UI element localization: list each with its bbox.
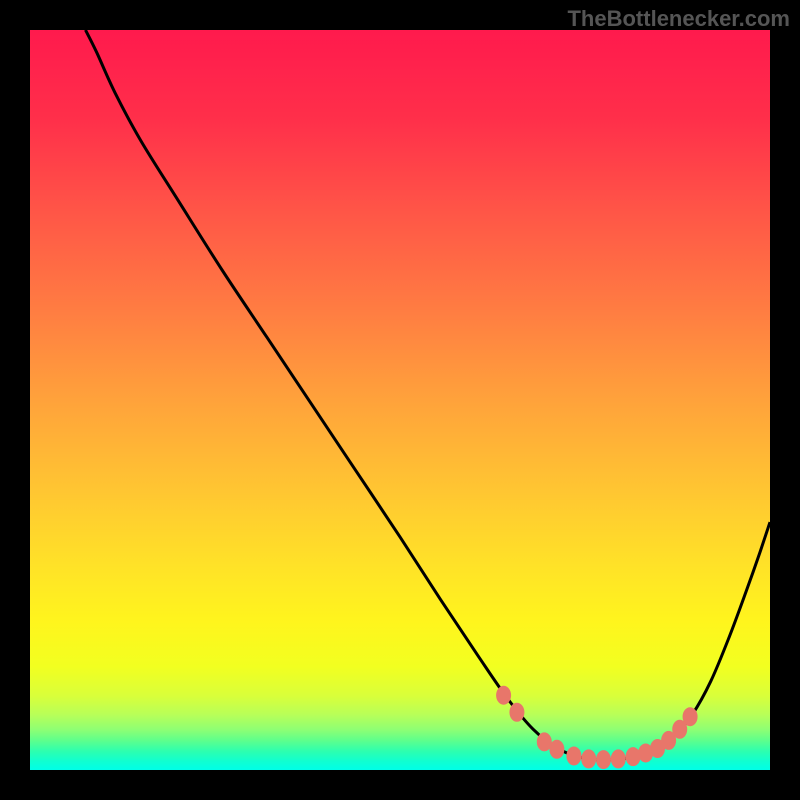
marker-point bbox=[567, 747, 581, 765]
marker-point bbox=[550, 740, 564, 758]
marker-point bbox=[611, 750, 625, 768]
markers-group bbox=[497, 686, 697, 768]
watermark-text: TheBottlenecker.com bbox=[567, 6, 790, 32]
marker-point bbox=[582, 750, 596, 768]
marker-point bbox=[626, 748, 640, 766]
marker-point bbox=[537, 733, 551, 751]
marker-point bbox=[510, 703, 524, 721]
curve-layer bbox=[30, 30, 770, 770]
marker-point bbox=[497, 686, 511, 704]
marker-point bbox=[683, 708, 697, 726]
marker-point bbox=[597, 751, 611, 769]
curve-line bbox=[86, 30, 771, 760]
chart-plot-area bbox=[30, 30, 770, 770]
